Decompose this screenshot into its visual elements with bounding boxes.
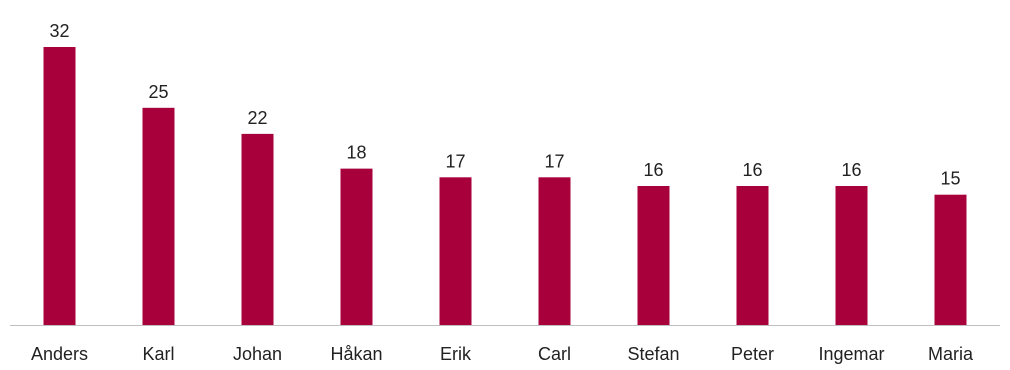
- value-label-6: 16: [643, 160, 663, 180]
- category-label-6: Stefan: [627, 344, 679, 364]
- bar-0: [43, 47, 76, 325]
- category-label-9: Maria: [928, 344, 974, 364]
- value-label-5: 17: [544, 151, 564, 171]
- value-label-4: 17: [445, 151, 465, 171]
- category-label-2: Johan: [233, 344, 282, 364]
- category-label-4: Erik: [440, 344, 472, 364]
- bar-9: [934, 194, 967, 325]
- bar-6: [637, 186, 670, 325]
- bar-7: [736, 186, 769, 325]
- bar-4: [439, 177, 472, 325]
- value-label-9: 15: [940, 169, 960, 189]
- value-label-1: 25: [148, 82, 168, 102]
- category-label-8: Ingemar: [818, 344, 884, 364]
- category-label-5: Carl: [538, 344, 571, 364]
- bar-2: [241, 133, 274, 326]
- category-label-3: Håkan: [330, 344, 382, 364]
- bar-8: [835, 186, 868, 325]
- bar-5: [538, 177, 571, 325]
- bar-1: [142, 107, 175, 325]
- bars-layer: [43, 47, 967, 326]
- category-labels-layer: Anders Karl Johan Håkan Erik Carl Stefan Peter I…: [31, 344, 974, 364]
- value-label-7: 16: [742, 160, 762, 180]
- category-label-7: Peter: [731, 344, 774, 364]
- bar-3: [340, 168, 373, 326]
- category-label-1: Karl: [142, 344, 174, 364]
- value-label-2: 22: [247, 108, 267, 128]
- value-label-8: 16: [841, 160, 861, 180]
- value-label-0: 32: [49, 21, 69, 41]
- value-labels-layer: 32 25 22 18 17 17 16 16 16 15: [49, 21, 960, 189]
- category-label-0: Anders: [31, 344, 88, 364]
- value-label-3: 18: [346, 143, 366, 163]
